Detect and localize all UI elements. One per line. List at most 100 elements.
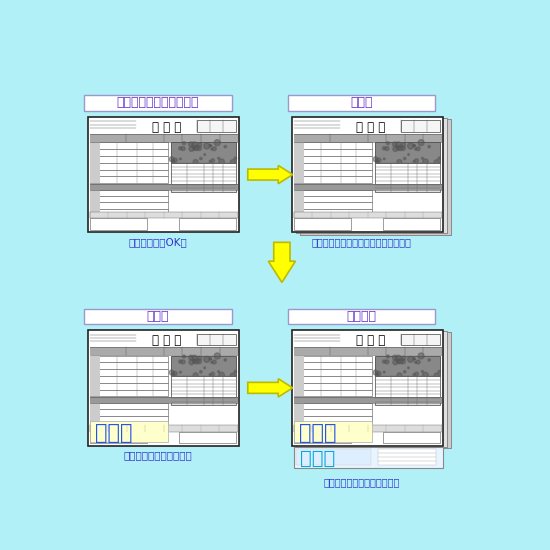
Circle shape: [234, 157, 236, 159]
Bar: [90, 409, 168, 416]
Bar: [90, 403, 100, 409]
Circle shape: [230, 373, 235, 378]
Circle shape: [413, 144, 415, 147]
Circle shape: [197, 359, 201, 364]
Bar: [90, 208, 100, 215]
Bar: [294, 389, 372, 396]
Circle shape: [179, 158, 182, 160]
FancyBboxPatch shape: [88, 117, 239, 232]
Bar: [90, 370, 100, 376]
Circle shape: [200, 371, 202, 373]
Bar: [197, 333, 236, 345]
Circle shape: [401, 359, 405, 364]
Circle shape: [408, 153, 409, 156]
Circle shape: [386, 355, 389, 358]
Circle shape: [193, 160, 198, 164]
Circle shape: [393, 146, 398, 151]
Circle shape: [183, 142, 185, 145]
Circle shape: [189, 360, 194, 365]
Text: 一枚ずつ書式をプリント: 一枚ずつ書式をプリント: [117, 96, 199, 109]
Bar: [294, 355, 372, 362]
Bar: [294, 170, 304, 177]
Bar: [90, 190, 100, 196]
Text: 申 込 書: 申 込 書: [152, 120, 182, 134]
Bar: [294, 212, 442, 218]
Circle shape: [189, 146, 194, 151]
Bar: [90, 218, 147, 230]
Bar: [294, 403, 372, 409]
Bar: [90, 196, 100, 202]
Bar: [294, 370, 304, 376]
Bar: [294, 383, 372, 389]
Circle shape: [402, 356, 405, 360]
Bar: [294, 432, 351, 443]
Bar: [90, 163, 168, 170]
Circle shape: [209, 144, 211, 147]
Circle shape: [181, 360, 185, 364]
Circle shape: [204, 367, 206, 368]
Circle shape: [413, 358, 415, 360]
Circle shape: [211, 159, 214, 163]
Circle shape: [373, 370, 378, 375]
Bar: [294, 196, 372, 202]
Circle shape: [204, 143, 210, 149]
Bar: [294, 422, 372, 428]
Bar: [294, 348, 442, 355]
Text: 手書き: 手書き: [147, 310, 169, 323]
Bar: [90, 170, 100, 177]
Circle shape: [194, 145, 199, 151]
FancyBboxPatch shape: [296, 118, 447, 233]
Bar: [90, 142, 100, 149]
Bar: [90, 403, 168, 409]
Circle shape: [169, 157, 174, 162]
Bar: [294, 134, 442, 142]
Bar: [294, 202, 372, 208]
Bar: [294, 208, 372, 215]
Circle shape: [385, 146, 389, 151]
Circle shape: [192, 355, 197, 361]
Circle shape: [172, 160, 175, 162]
Circle shape: [211, 148, 213, 150]
Bar: [294, 416, 304, 422]
Bar: [90, 416, 168, 422]
FancyBboxPatch shape: [288, 95, 436, 111]
Circle shape: [404, 157, 406, 160]
Bar: [294, 383, 304, 389]
Circle shape: [418, 140, 424, 146]
Circle shape: [173, 371, 177, 376]
Bar: [90, 196, 168, 202]
Circle shape: [397, 160, 402, 164]
Bar: [90, 212, 238, 218]
Bar: [294, 355, 304, 362]
Circle shape: [421, 371, 424, 372]
Circle shape: [189, 355, 194, 360]
Circle shape: [234, 370, 236, 373]
Bar: [171, 355, 236, 376]
Bar: [294, 156, 372, 163]
Bar: [294, 184, 442, 190]
Circle shape: [393, 360, 398, 365]
Circle shape: [224, 359, 227, 361]
Text: 重ねる: 重ねる: [350, 96, 373, 109]
Bar: [90, 177, 100, 183]
Circle shape: [373, 157, 378, 162]
Circle shape: [438, 370, 441, 373]
Bar: [294, 389, 304, 396]
Bar: [294, 362, 372, 370]
Bar: [294, 447, 443, 468]
Circle shape: [434, 373, 439, 378]
Text: 書いた文字が下に写ります。: 書いた文字が下に写ります。: [323, 477, 400, 487]
Bar: [294, 163, 372, 170]
Text: なまえ: なまえ: [300, 448, 336, 467]
Bar: [294, 156, 304, 163]
Circle shape: [408, 367, 409, 368]
Polygon shape: [268, 243, 295, 282]
Bar: [90, 362, 168, 370]
Bar: [294, 149, 372, 156]
FancyBboxPatch shape: [288, 309, 436, 324]
Circle shape: [383, 158, 385, 160]
Circle shape: [173, 158, 177, 162]
Bar: [294, 142, 304, 149]
Text: コピー機でもOK！: コピー機でもOK！: [129, 238, 187, 248]
Bar: [294, 208, 304, 215]
